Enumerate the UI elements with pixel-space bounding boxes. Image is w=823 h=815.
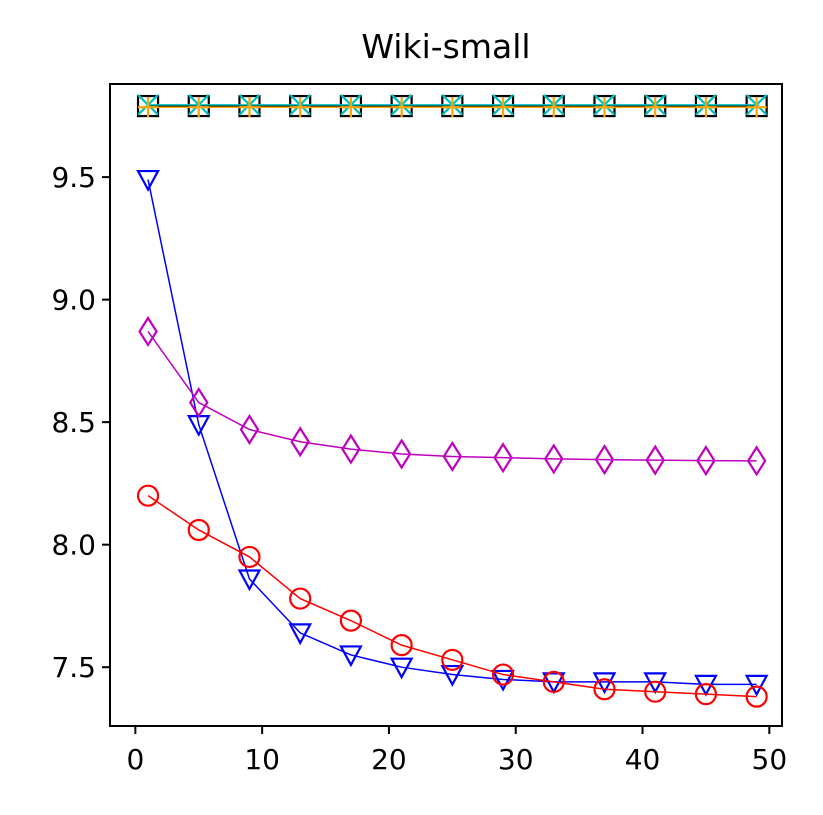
plot-frame [109,83,783,727]
y-tick-label: 9.5 [51,161,96,194]
diamond-series-point [290,426,310,458]
x-tick-label: 30 [498,743,534,776]
diamond-series-point [746,445,767,477]
diamond-series-point [543,443,564,475]
circle-series-point [441,648,464,671]
diamond-series-point [696,445,716,477]
plus-series-point [543,97,564,118]
plus-series-point [340,97,361,118]
plus-series-point [239,97,260,118]
axis-ticks: 0 10 20 30 40 50 7.5 8.0 8.5 9.0 9.5 [51,161,787,776]
diamond-series-point [645,444,666,476]
circle-series-line [147,495,757,698]
circle-series-point [491,663,515,686]
diamond-series-line [147,331,757,462]
triangle-series-point [339,645,363,668]
plus-series-point [746,97,767,118]
triangle-series-point [491,669,515,692]
circle-series-point [238,545,261,569]
plus-series [138,97,767,118]
plus-series-point [188,97,209,118]
chart-title: Wiki-small [361,27,530,66]
diamond-series [138,315,767,477]
circle-series-point [644,680,667,703]
plus-series-point [442,97,463,118]
diamond-series-point [493,442,513,474]
triangle-series-point [136,169,160,192]
x-tick-label: 20 [371,743,407,776]
plus-series-point [493,97,514,118]
circle-series-point [694,683,718,706]
y-tick-label: 7.5 [51,651,96,684]
plus-series-point [695,97,716,118]
x-tick-label: 40 [625,743,661,776]
plus-series-point [290,97,311,118]
x-tick-label: 10 [244,743,280,776]
series-layer [136,94,769,708]
y-tick-label: 8.5 [51,406,96,439]
diamond-series-point [138,315,158,348]
circle-series-point [745,685,768,708]
plus-series-point [594,97,615,118]
diamond-series-point [594,444,615,476]
x-tick-label: 0 [126,743,144,776]
diamond-series-point [239,413,260,446]
circle-series-point [187,518,210,542]
triangle-series [136,169,769,697]
triangle-series-point [288,623,313,646]
plus-series-point [645,97,666,118]
circle-series-point [289,587,312,610]
circle-series [136,484,768,708]
plus-series-point [391,97,412,118]
triangle-series-point [389,657,414,680]
x-tick-label: 50 [752,743,788,776]
triangle-series-point [440,664,465,687]
triangle-series-point [744,674,769,697]
circle-series-point [390,634,413,657]
diamond-series-point [341,433,361,465]
diamond-series-point [188,386,209,419]
circle-series-point [593,678,616,701]
diamond-series-point [391,438,412,470]
triangle-series-point [237,569,262,592]
diamond-series-point [442,440,463,473]
plus-series-point [138,97,159,118]
y-tick-label: 9.0 [51,284,96,317]
y-tick-label: 8.0 [51,529,96,562]
triangle-series-point [592,672,617,695]
circle-series-point [339,609,363,632]
circle-series-point [542,670,565,693]
triangle-series-line [147,179,757,686]
circle-series-point [136,484,160,507]
